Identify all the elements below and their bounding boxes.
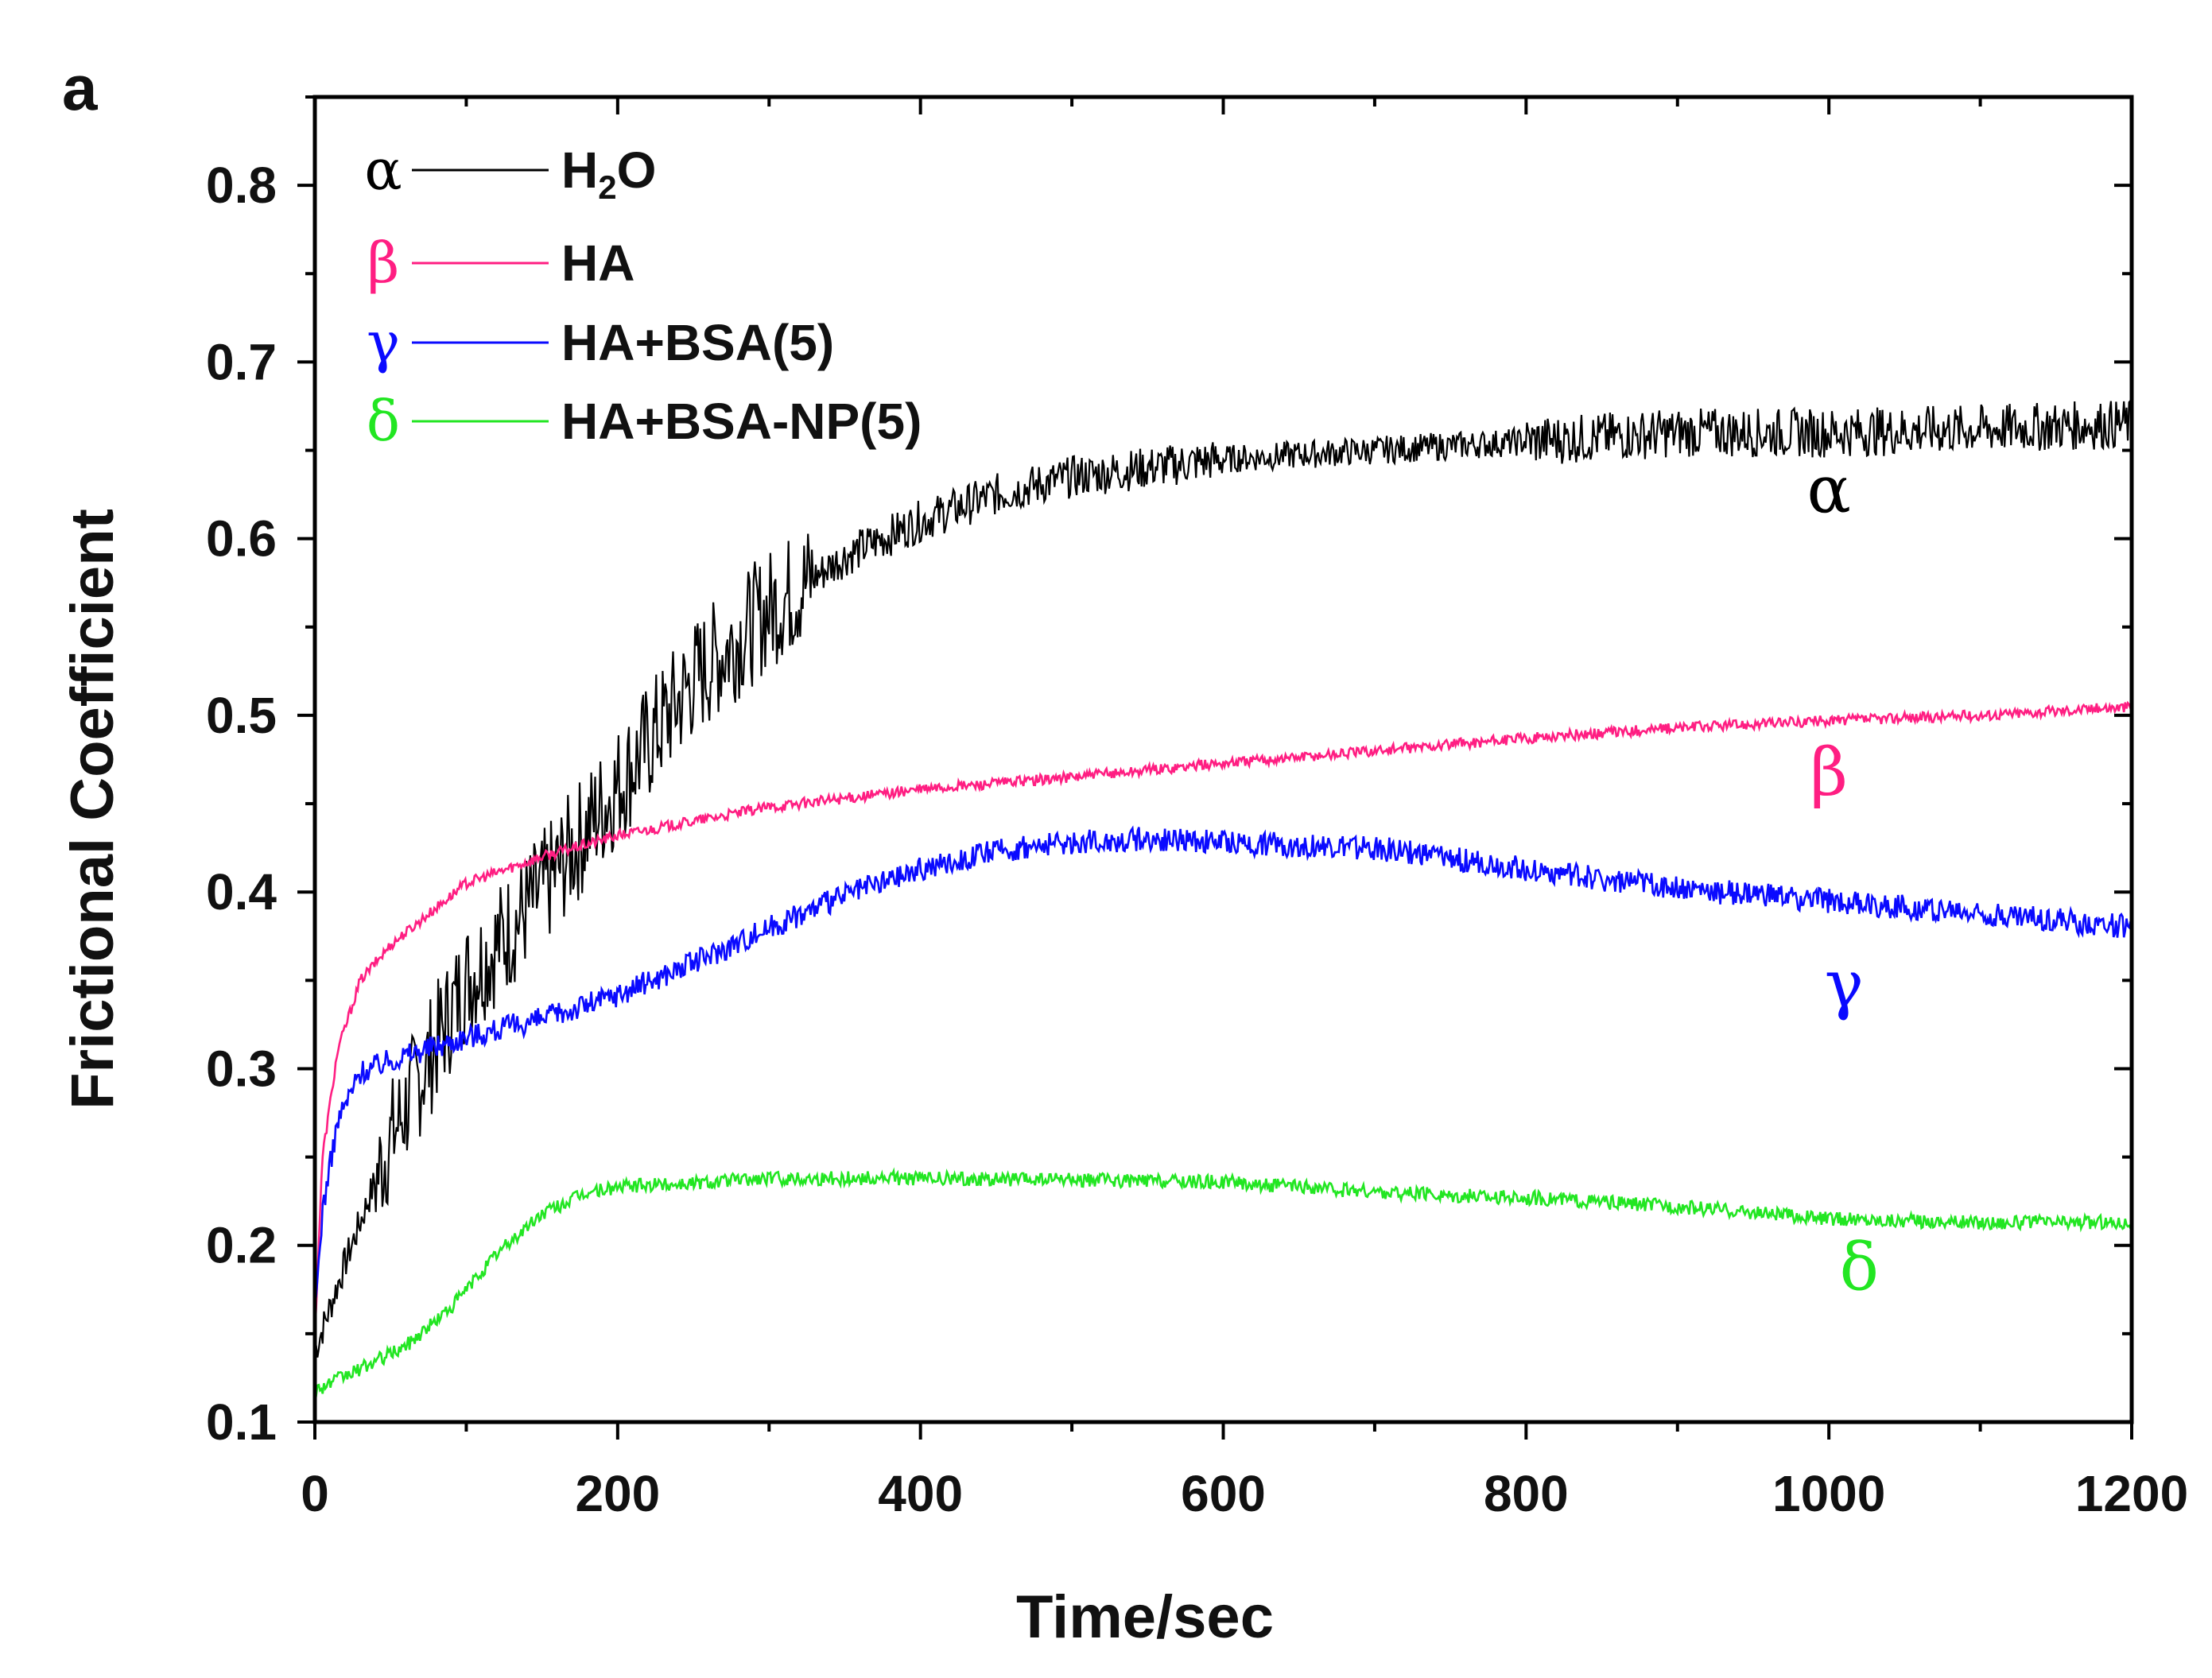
legend-label-suffix: O <box>617 141 657 199</box>
panel-label: a <box>62 52 98 123</box>
legend-label-text: H <box>561 141 598 199</box>
legend-label-subscript: 2 <box>598 169 616 206</box>
y-axis: 0.1 0.2 0.3 0.4 0.5 0.6 0.7 0.8 <box>206 95 2132 1451</box>
x-tick-label: 0 <box>301 1465 329 1522</box>
legend-label: HA+BSA-NP(5) <box>561 393 922 450</box>
series-line-1 <box>313 397 2133 1358</box>
x-tick-label: 400 <box>878 1465 963 1522</box>
x-tick-label: 1000 <box>1772 1465 1885 1522</box>
x-axis-label: Time/sec <box>1016 1583 1274 1651</box>
legend-label-text: HA+BSA-NP(5) <box>561 393 922 450</box>
curve-labels: α β γ δ <box>1806 452 1878 1305</box>
series-line-2 <box>313 700 2133 1332</box>
y-tick-label: 0.3 <box>206 1040 277 1097</box>
x-tick-label: 600 <box>1181 1465 1266 1522</box>
plot-series <box>313 397 2133 1397</box>
curve-label: δ <box>1840 1230 1879 1305</box>
legend-label: H2O <box>561 141 656 206</box>
y-tick-label: 0.5 <box>206 687 277 744</box>
y-tick-label: 0.1 <box>206 1393 277 1451</box>
y-tick-label: 0.2 <box>206 1217 277 1274</box>
y-tick-label: 0.8 <box>206 157 277 214</box>
series-line-3 <box>313 825 2132 1306</box>
series-line-4 <box>314 1167 2133 1397</box>
y-tick-label: 0.7 <box>206 333 277 390</box>
x-tick-label: 1200 <box>2075 1465 2188 1522</box>
legend-symbol: δ <box>367 389 400 454</box>
curve-label: α <box>1806 452 1850 528</box>
legend-symbol: γ <box>367 310 400 375</box>
legend-symbol: α <box>364 138 402 203</box>
x-axis: 0 200 400 600 800 1000 1200 <box>301 97 2188 1522</box>
legend-symbol: β <box>367 231 399 296</box>
curve-label: β <box>1810 735 1847 811</box>
y-axis-label: Frictional Coefficient <box>59 509 126 1110</box>
curve-label: γ <box>1825 948 1864 1023</box>
x-tick-label: 800 <box>1484 1465 1569 1522</box>
legend-label: HA+BSA(5) <box>561 314 834 371</box>
plot-frame <box>312 95 2134 1424</box>
y-tick-label: 0.6 <box>206 510 277 568</box>
legend-label-text: HA+BSA(5) <box>561 314 834 371</box>
y-tick-label: 0.4 <box>206 863 277 920</box>
legend-label-text: HA <box>561 234 634 292</box>
legend-label: HA <box>561 234 634 292</box>
x-tick-label: 200 <box>575 1465 660 1522</box>
